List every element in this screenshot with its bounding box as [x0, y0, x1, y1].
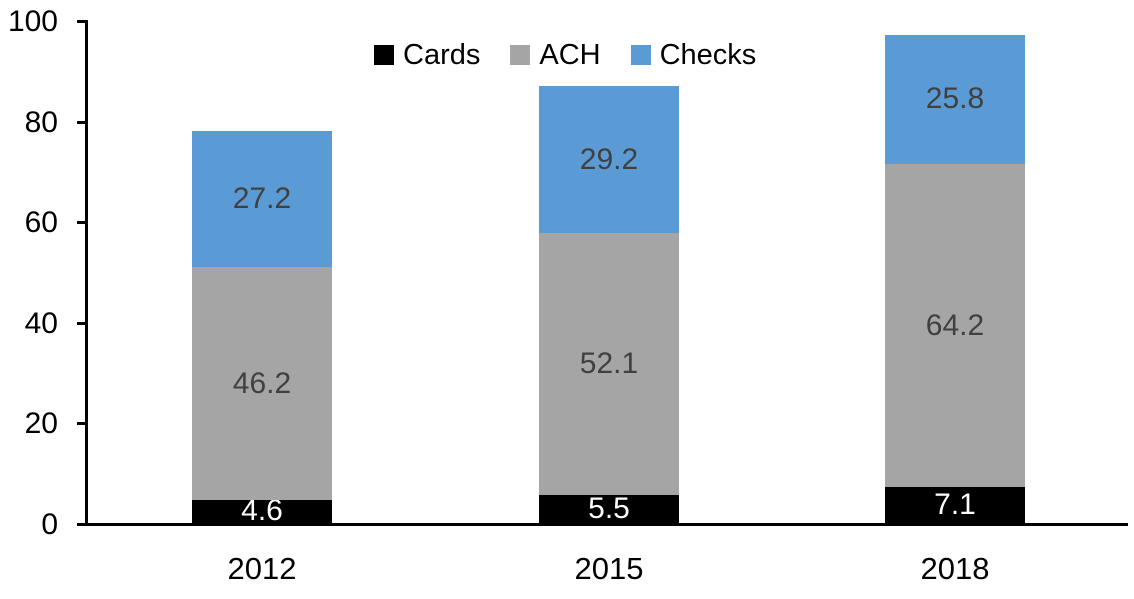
legend-swatch-icon — [510, 45, 531, 65]
y-axis-tick — [77, 120, 88, 124]
bar-value-label: 5.5 — [588, 492, 630, 526]
y-axis-tick-label: 60 — [24, 206, 58, 240]
chart-legend: Cards ACH Checks — [374, 40, 756, 70]
y-axis-tick-label: 80 — [24, 105, 58, 139]
bar-value-label: 4.6 — [241, 494, 283, 528]
legend-item-label: Checks — [659, 38, 757, 71]
y-axis-tick — [77, 321, 88, 325]
bar-segment-checks: 29.2 — [539, 86, 679, 234]
bar-value-label: 7.1 — [934, 488, 976, 522]
legend-item-ach: ACH — [510, 38, 601, 71]
bar-segment-ach: 64.2 — [885, 164, 1025, 488]
y-axis-tick-label: 0 — [41, 508, 58, 541]
bar-segment-ach: 46.2 — [192, 267, 332, 500]
y-axis-tick-label: 100 — [7, 5, 58, 38]
y-axis-tick-label: 40 — [24, 306, 58, 340]
y-axis-tick — [77, 20, 88, 23]
bar-segment-cards: 7.1 — [885, 487, 1025, 523]
legend-item-checks: Checks — [630, 38, 757, 71]
legend-swatch-icon — [374, 45, 394, 65]
y-axis-tick — [77, 523, 88, 526]
x-axis-category-label: 2018 — [920, 551, 990, 586]
bar-segment-cards: 5.5 — [539, 492, 679, 526]
bar-segment-ach: 52.1 — [539, 233, 679, 496]
bar-segment-cards: 4.6 — [192, 496, 332, 526]
y-axis-line — [85, 20, 88, 526]
bar-value-label: 52.1 — [579, 347, 639, 381]
bar-value-label: 27.2 — [232, 182, 292, 216]
legend-swatch-icon — [630, 45, 651, 65]
y-axis-tick — [77, 422, 88, 426]
bar-value-label: 29.2 — [579, 142, 639, 176]
y-axis-tick-label: 20 — [24, 407, 58, 441]
bar-segment-checks: 27.2 — [192, 130, 332, 268]
legend-item-label: Cards — [403, 38, 481, 71]
bar-segment-checks: 25.8 — [885, 34, 1025, 165]
y-axis-tick — [77, 221, 88, 225]
x-axis-category-label: 2012 — [227, 551, 297, 586]
legend-item-cards: Cards — [374, 38, 481, 71]
bar-value-label: 25.8 — [925, 82, 985, 116]
x-axis-category-label: 2015 — [574, 551, 644, 586]
x-axis-line — [85, 523, 1128, 526]
bar-value-label: 64.2 — [925, 308, 985, 342]
legend-item-label: ACH — [539, 38, 601, 71]
bar-value-label: 46.2 — [232, 366, 292, 400]
